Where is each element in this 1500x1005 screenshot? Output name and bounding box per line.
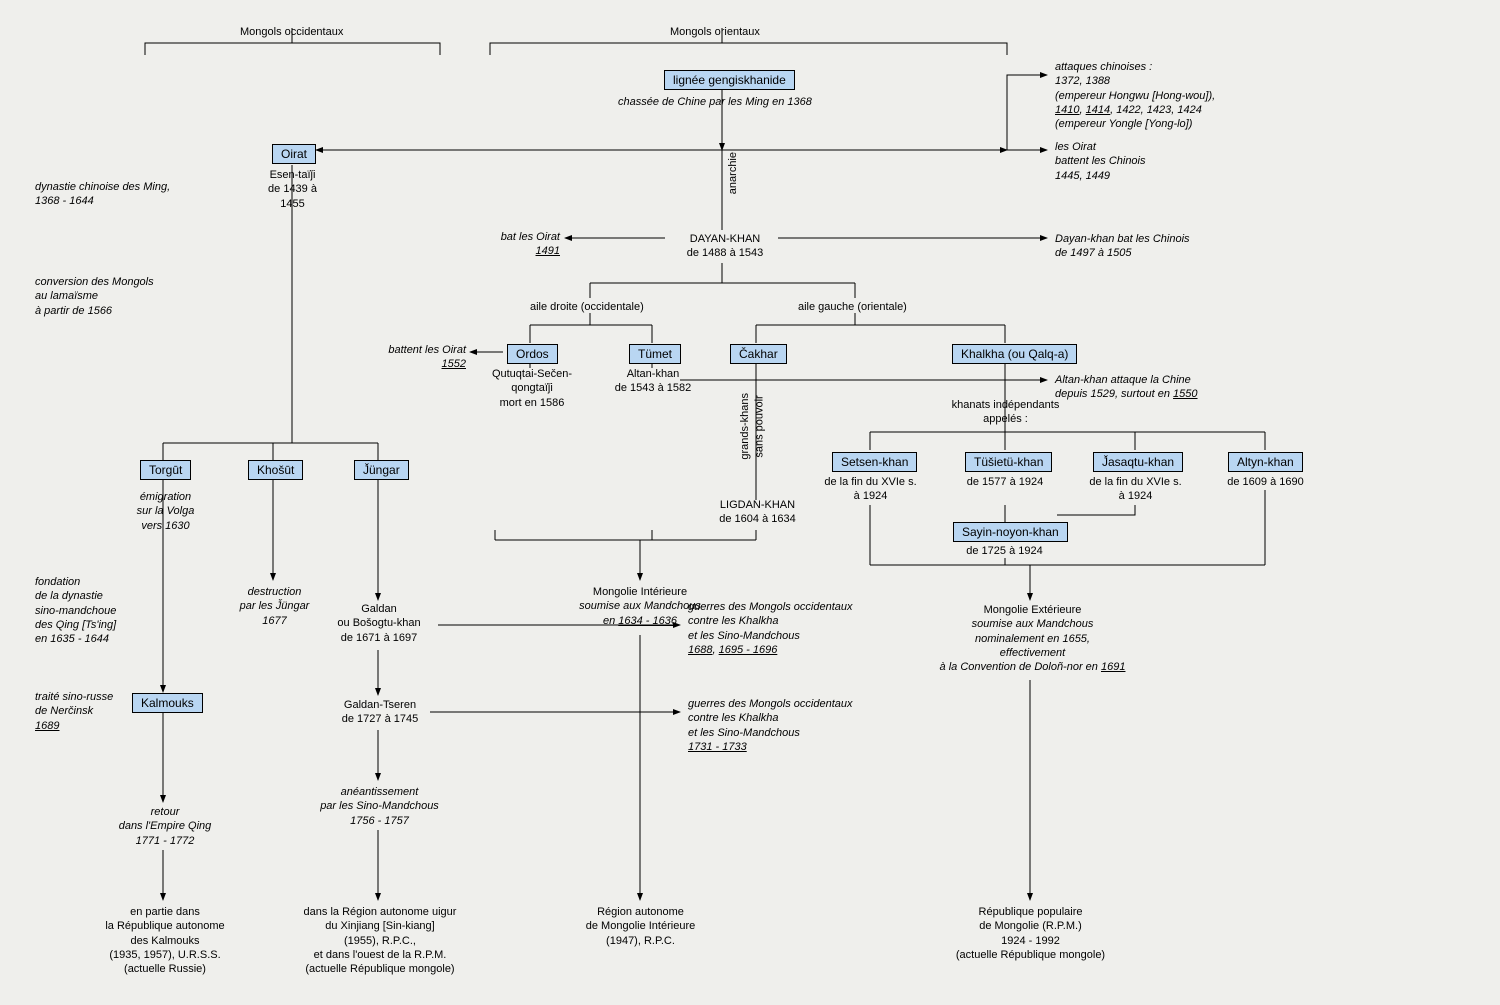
note-altan-attaque: Altan-khan attaque la Chinedepuis 1529, … [1055,373,1230,402]
label-mongolie-ext: Mongolie Extérieuresoumise aux Mandchous… [930,603,1135,674]
label-altyn-sub: de 1609 à 1690 [1218,475,1313,489]
label-retour: retour dans l'Empire Qing 1771 - 1772 [115,805,215,848]
note-nercinsk: traité sino-russede Nerčinsk1689 [35,690,145,733]
label-bat-oirat: bat les Oirat1491 [490,230,560,259]
label-anarchie: anarchie [726,152,740,194]
box-khalkha: Khalkha (ou Qalq-a) [952,344,1077,364]
box-tusietu: Tüšietü-khan [965,452,1052,472]
label-tusietu-sub: de 1577 à 1924 [960,475,1050,489]
label-guerres2: guerres des Mongols occidentauxcontre le… [688,697,863,754]
box-khosut: Khošūt [248,460,303,480]
box-tumet: Tümet [629,344,681,364]
label-chassee: chassée de Chine par les Ming en 1368 [618,95,812,109]
label-sayin-sub: de 1725 à 1924 [962,544,1047,558]
label-region-int-end: Région autonome de Mongolie Intérieure (… [573,905,708,948]
box-oirat: Oirat [272,144,316,164]
label-esen: Esen-taïǰi de 1439 à 1455 [255,168,330,211]
box-lignee: lignée gengiskhanide [664,70,795,90]
label-galdan: Galdan ou Bošogtu-khan de 1671 à 1697 [330,602,428,645]
label-aneantissement: anéantissement par les Sino-Mandchous 17… [312,785,447,828]
box-ordos: Ordos [507,344,558,364]
label-qutuqtai: Qutuqtai-Sečen- qongtaïǰi mort en 1586 [482,367,582,410]
label-battent-oirat: battent les Oirat1552 [378,343,466,372]
label-destruction: destruction par les J̌üngar 1677 [232,585,317,628]
label-aile-droite: aile droite (occidentale) [530,300,644,314]
label-dayan: DAYAN-KHAN de 1488 à 1543 [680,232,770,261]
label-setsen-sub: de la fin du XVIe s. à 1924 [818,475,923,504]
note-dayan-bat: Dayan-khan bat les Chinois de 1497 à 150… [1055,232,1225,261]
label-xinjiang-end: dans la Région autonome uigur du Xinjian… [290,905,470,976]
box-setsen: Setsen-khan [832,452,917,472]
label-ligdan: LIGDAN-KHAN de 1604 à 1634 [710,498,805,527]
box-torgut: Torgūt [140,460,191,480]
box-jungar: J̌üngar [354,460,409,480]
label-guerres1: guerres des Mongols occidentauxcontre le… [688,600,863,657]
label-kalmouks-end: en partie dans la République autonome de… [95,905,235,976]
box-altyn: Altyn-khan [1228,452,1303,472]
label-altan: Altan-khan de 1543 à 1582 [613,367,693,396]
label-galdan-tseren: Galdan-Tseren de 1727 à 1745 [335,698,425,727]
label-grands-khans: grands-khans sans pouvoir [738,393,767,460]
note-oirat-battent: les Oirat battent les Chinois 1445, 1449 [1055,140,1195,183]
note-attaques: attaques chinoises :1372, 1388(empereur … [1055,60,1255,131]
label-emigration: émigration sur la Volga vers 1630 [128,490,203,533]
mongols-ori-label: Mongols orientaux [670,25,760,39]
label-jasaqtu-sub: de la fin du XVIe s. à 1924 [1083,475,1188,504]
box-cakhar: Čakhar [730,344,787,364]
box-sayin: Sayin-noyon-khan [953,522,1068,542]
mongols-occ-label: Mongols occidentaux [240,25,343,39]
label-khanats: khanats indépendants appelés : [948,398,1063,427]
box-jasaqtu: J̌asaqtu-khan [1093,452,1183,472]
label-rpm-end: République populaire de Mongolie (R.P.M.… [948,905,1113,962]
note-ming: dynastie chinoise des Ming, 1368 - 1644 [35,180,185,209]
note-conversion: conversion des Mongols au lamaïsme à par… [35,275,175,318]
note-qing: fondation de la dynastie sino-mandchoue … [35,575,155,646]
label-aile-gauche: aile gauche (orientale) [798,300,907,314]
